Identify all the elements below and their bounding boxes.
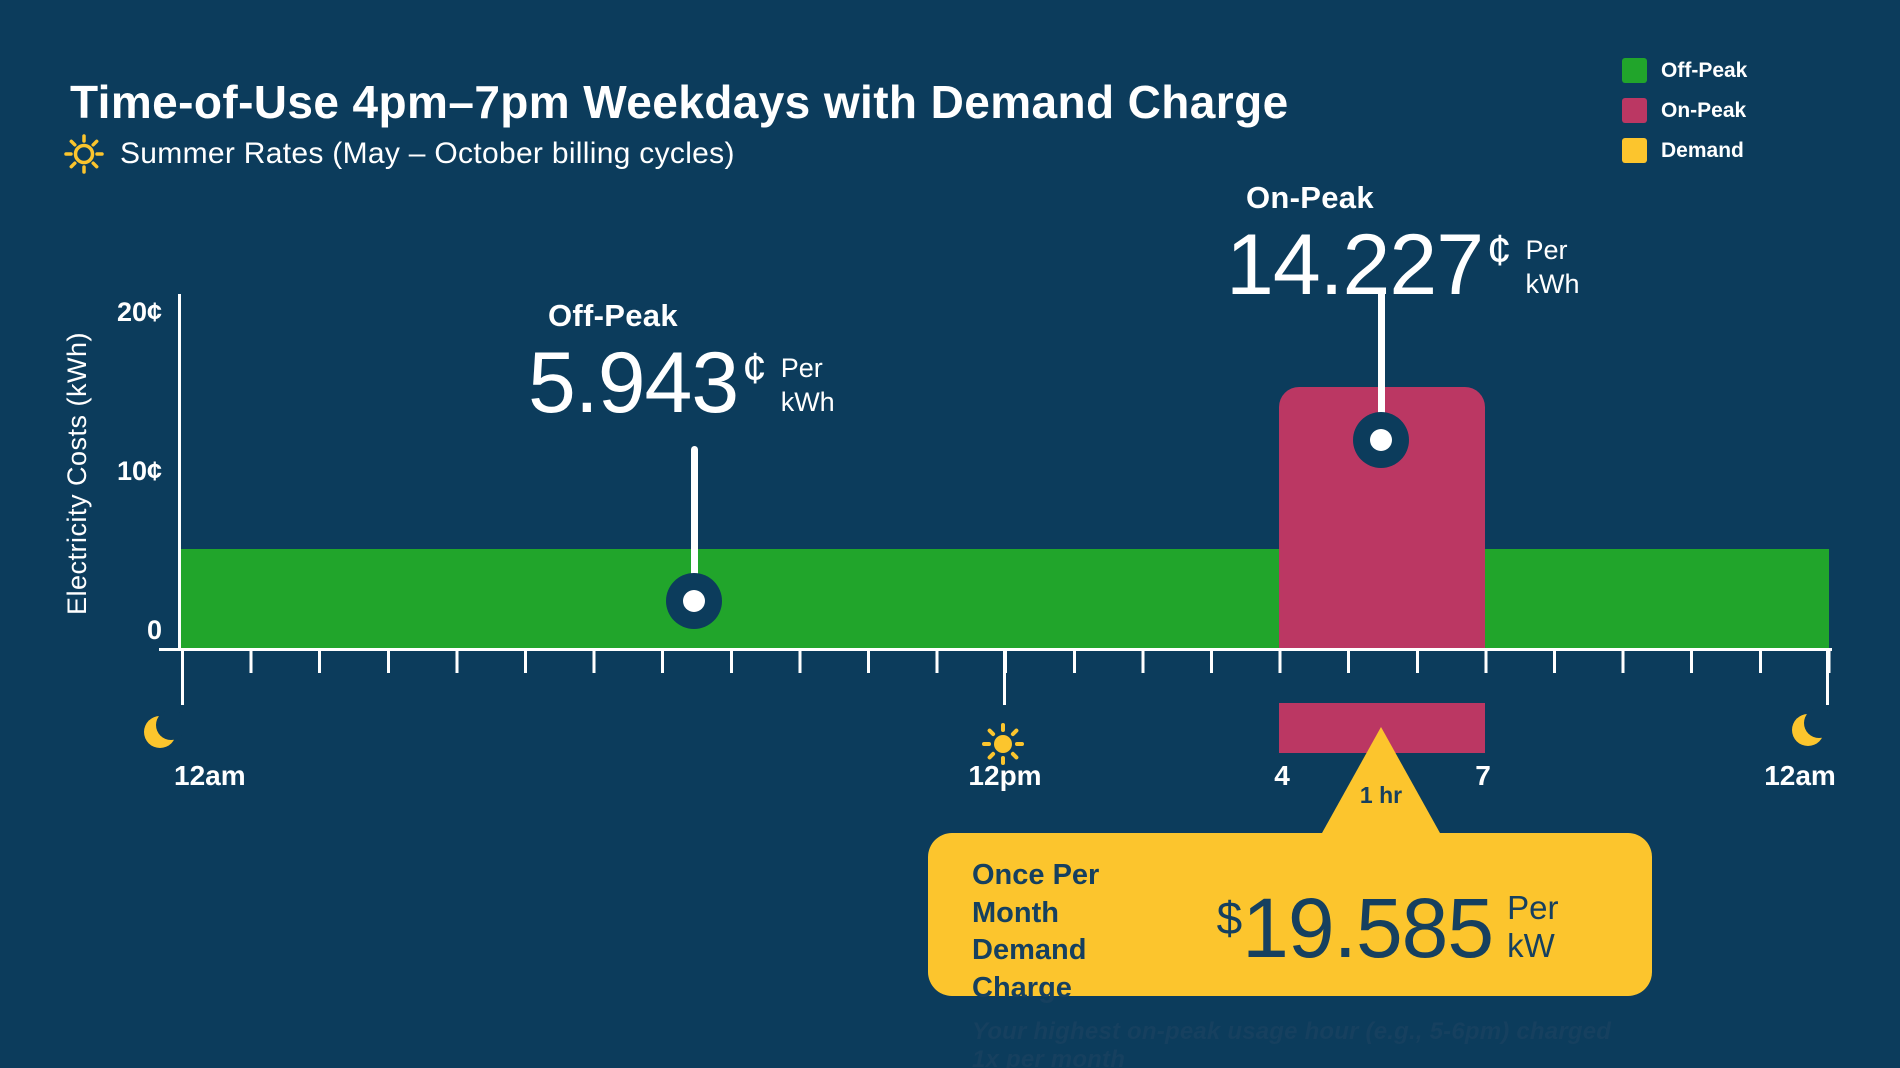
on-peak-cent-sign: ¢	[1487, 226, 1512, 275]
demand-charge-callout: Once Per Month Demand Charge $ 19.585 Pe…	[928, 833, 1652, 1068]
subtitle-text: Summer Rates (May – October billing cycl…	[120, 137, 735, 170]
x-label-12am-right: 12am	[1764, 760, 1836, 791]
on-peak-swatch	[1622, 98, 1647, 123]
sun-filled-icon	[981, 722, 1025, 766]
tick-12am-left	[181, 651, 184, 705]
legend: Off-Peak On-Peak Demand	[1622, 58, 1747, 163]
x-label-4pm: 4	[1274, 760, 1290, 791]
off-peak-per-kwh: Per kWh	[781, 352, 835, 420]
off-peak-rate-row: 5.943 ¢ Per kWh	[528, 340, 835, 426]
y-axis-line	[178, 294, 181, 651]
off-peak-pointer-dot	[666, 573, 722, 629]
per-text: Per	[1525, 235, 1568, 265]
off-peak-rate-value: 5.943	[528, 335, 739, 431]
off-peak-swatch	[1622, 58, 1647, 83]
demand-charge-amount: $ 19.585 Per kW	[1216, 881, 1612, 976]
on-peak-per-kwh: Per kWh	[1526, 234, 1580, 302]
legend-item-off-peak: Off-Peak	[1622, 58, 1747, 83]
on-peak-pointer-line	[1378, 290, 1385, 442]
y-tick-10: 10¢	[116, 456, 162, 486]
kwh-text: kWh	[1525, 268, 1580, 299]
demand-amount-value: 19.585	[1242, 881, 1494, 976]
demand-title-line2: Demand Charge	[972, 934, 1087, 1005]
demand-charge-title: Once Per Month Demand Charge	[972, 857, 1193, 1008]
x-axis-line	[159, 648, 1832, 651]
demand-title-line1: Once Per Month	[972, 859, 1100, 929]
demand-duration-label: 1 hr	[1359, 782, 1403, 808]
demand-charge-note: Your highest on-peak usage hour (e.g., 5…	[972, 1017, 1612, 1068]
off-peak-bar	[181, 549, 1829, 648]
y-tick-0: 0	[146, 615, 162, 645]
page-title: Time-of-Use 4pm–7pm Weekdays with Demand…	[70, 75, 1289, 128]
demand-amount-unit: Per kW	[1507, 889, 1559, 965]
off-peak-rate-label: Off-Peak 5.943 ¢ Per kWh	[528, 298, 835, 426]
legend-item-demand: Demand	[1622, 138, 1747, 163]
hourly-tick-marks	[181, 651, 1831, 673]
legend-label: Demand	[1661, 138, 1744, 162]
off-peak-cent-sign: ¢	[742, 344, 767, 393]
x-label-7pm: 7	[1475, 760, 1491, 791]
on-peak-pointer-dot	[1353, 412, 1409, 468]
subtitle-row: Summer Rates (May – October billing cycl…	[64, 134, 735, 174]
x-label-12pm: 12pm	[968, 760, 1042, 791]
demand-swatch	[1622, 138, 1647, 163]
kwh-text: kWh	[780, 386, 835, 417]
off-peak-heading: Off-Peak	[548, 298, 678, 333]
demand-pointer-triangle	[1322, 727, 1440, 833]
moon-icon	[142, 710, 182, 754]
on-peak-rate-value: 14.227	[1226, 217, 1484, 313]
x-label-12am-left: 12am	[174, 760, 246, 791]
off-peak-pointer-line	[691, 446, 698, 603]
legend-label: Off-Peak	[1661, 58, 1748, 82]
legend-item-on-peak: On-Peak	[1622, 98, 1747, 123]
on-peak-rate-row: 14.227 ¢ Per kWh	[1226, 222, 1580, 308]
y-tick-20: 20¢	[116, 297, 162, 327]
sun-outline-icon	[64, 134, 104, 174]
tick-12am-right	[1826, 651, 1829, 705]
demand-charge-row: Once Per Month Demand Charge $ 19.585 Pe…	[972, 857, 1612, 1008]
tick-12pm	[1003, 651, 1006, 705]
dollar-sign: $	[1216, 892, 1243, 945]
moon-icon	[1790, 708, 1830, 752]
on-peak-heading: On-Peak	[1246, 180, 1374, 215]
per-text: Per	[780, 353, 823, 383]
on-peak-rate-label: On-Peak 14.227 ¢ Per kWh	[1226, 180, 1580, 308]
legend-label: On-Peak	[1661, 98, 1747, 122]
